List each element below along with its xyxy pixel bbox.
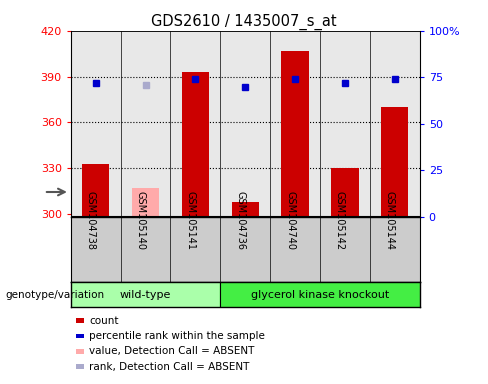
Text: GSM105141: GSM105141 — [185, 191, 195, 250]
Text: GSM105144: GSM105144 — [385, 191, 395, 250]
Text: GDS2610 / 1435007_s_at: GDS2610 / 1435007_s_at — [151, 13, 337, 30]
Text: genotype/variation: genotype/variation — [5, 290, 104, 300]
Text: GSM104736: GSM104736 — [235, 191, 245, 250]
Text: count: count — [89, 316, 119, 326]
Bar — [182, 72, 209, 217]
Text: GSM104738: GSM104738 — [86, 191, 96, 250]
Text: GSM105142: GSM105142 — [335, 191, 345, 250]
Bar — [231, 202, 259, 217]
Bar — [282, 51, 309, 217]
Text: glycerol kinase knockout: glycerol kinase knockout — [251, 290, 389, 300]
Text: percentile rank within the sample: percentile rank within the sample — [89, 331, 265, 341]
Text: wild-type: wild-type — [120, 290, 171, 300]
Bar — [82, 164, 109, 217]
Text: GSM104740: GSM104740 — [285, 191, 295, 250]
Text: value, Detection Call = ABSENT: value, Detection Call = ABSENT — [89, 346, 255, 356]
Bar — [381, 107, 408, 217]
Bar — [132, 188, 159, 217]
Text: GSM105140: GSM105140 — [136, 191, 145, 250]
Bar — [331, 168, 359, 217]
Text: rank, Detection Call = ABSENT: rank, Detection Call = ABSENT — [89, 362, 250, 372]
